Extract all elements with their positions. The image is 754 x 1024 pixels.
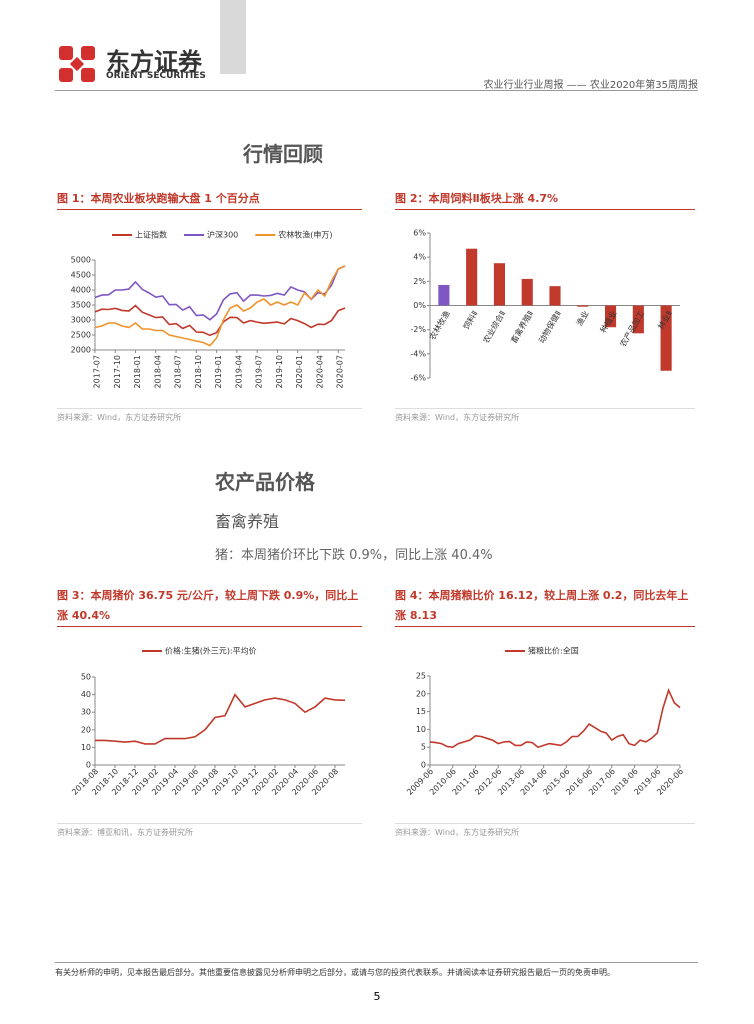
bar bbox=[466, 248, 478, 306]
y-tick-label: -4% bbox=[410, 349, 426, 358]
bar bbox=[577, 305, 589, 307]
x-tick-label: 2019-01 bbox=[214, 355, 223, 388]
y-tick-label: 3000 bbox=[71, 316, 91, 325]
header-rule bbox=[55, 90, 698, 91]
x-tick-label: 2018-04 bbox=[153, 355, 162, 388]
page-number: 5 bbox=[373, 990, 381, 1003]
figure-caption: 图 3：本周猪价 36.75 元/公斤，较上周下跌 0.9%，同比上涨 40.4… bbox=[57, 586, 362, 627]
x-tick-label: 2017-07 bbox=[93, 355, 102, 388]
y-tick-label: 50 bbox=[81, 673, 91, 682]
y-tick-label: 0 bbox=[421, 761, 426, 770]
bar bbox=[438, 284, 450, 306]
legend-label: 猪粮比价:全国 bbox=[528, 646, 579, 656]
paragraph-heading: 猪：本周猪价环比下跌 0.9%，同比上涨 40.4% bbox=[215, 548, 493, 563]
x-tick-label: 渔业 bbox=[574, 309, 591, 328]
bar bbox=[660, 305, 672, 371]
legend-label: 沪深300 bbox=[207, 230, 238, 240]
series-line bbox=[94, 265, 346, 321]
series-line bbox=[429, 687, 681, 749]
x-tick-label: 2018-07 bbox=[174, 355, 183, 388]
bar bbox=[493, 263, 505, 306]
y-tick-label: 20 bbox=[81, 725, 91, 734]
legend-label: 上证指数 bbox=[135, 230, 167, 240]
x-tick-label: 2019-04 bbox=[234, 355, 243, 388]
chart: 05101520252009-062010-062011-062012-0620… bbox=[405, 646, 685, 797]
y-tick-label: 40 bbox=[81, 690, 91, 699]
y-tick-label: 30 bbox=[81, 708, 91, 717]
x-tick-label: 2018-10 bbox=[194, 355, 203, 388]
subsection-title: 畜禽养殖 bbox=[215, 512, 280, 531]
y-tick-label: 25 bbox=[416, 672, 426, 681]
y-tick-label: 10 bbox=[416, 725, 426, 734]
y-tick-label: 4000 bbox=[71, 286, 91, 295]
x-tick-label: 动物保健Ⅱ bbox=[536, 309, 563, 345]
bar bbox=[521, 278, 533, 306]
x-tick-label: 2020-07 bbox=[336, 355, 345, 388]
chart: 2000 2500 3000 3500 4000 4500 5000 2017-07 2017-… bbox=[71, 230, 346, 388]
chart: -6% -4% -2% 0% 2% 4% 6% 农林牧渔 饲料Ⅱ 农业综合Ⅱ 畜禽养殖Ⅱ 动物保健Ⅱ 渔… bbox=[410, 229, 680, 383]
y-tick-label: 4500 bbox=[71, 271, 91, 280]
figure-caption: 图 2：本周饲料Ⅱ板块上涨 4.7% bbox=[395, 189, 695, 210]
y-tick-label: 6% bbox=[413, 229, 426, 238]
figure-source: 资料来源：博亚和讯，东方证券研究所 bbox=[57, 823, 362, 838]
legend-label: 价格:生猪(外三元):平均价 bbox=[165, 646, 257, 656]
logo-en: ORIENT SECURITIES bbox=[106, 71, 206, 81]
y-tick-label: 5 bbox=[421, 743, 426, 752]
figure-caption: 图 4：本周猪粮比价 16.12，较上周上涨 0.2，同比去年上涨 8.13 bbox=[395, 586, 695, 627]
y-tick-label: 15 bbox=[416, 707, 426, 716]
x-tick-label: 2018-01 bbox=[133, 355, 142, 388]
x-tick-label: 畜禽养殖Ⅱ bbox=[508, 309, 535, 345]
y-tick-label: 5000 bbox=[71, 256, 91, 265]
logo-text: 东方证券 bbox=[106, 48, 202, 76]
series-line bbox=[94, 265, 346, 347]
x-tick-label: 2020-04 bbox=[315, 355, 324, 388]
legend-label: 农林牧渔(申万) bbox=[278, 230, 332, 240]
figure-source: 资料来源：Wind，东方证券研究所 bbox=[395, 408, 695, 423]
chart: 010203040502018-082018-102018-122019-022… bbox=[70, 646, 346, 797]
bar bbox=[549, 286, 561, 306]
x-tick-label: 2020-01 bbox=[295, 355, 304, 388]
y-tick-label: 10 bbox=[81, 743, 91, 752]
y-tick-label: 4% bbox=[413, 253, 426, 262]
x-tick-label: 农林牧渔 bbox=[427, 309, 452, 342]
y-tick-label: 3500 bbox=[71, 301, 91, 310]
logo-mark bbox=[59, 46, 95, 82]
y-tick-label: 0 bbox=[86, 761, 91, 770]
x-tick-label: 农业综合Ⅱ bbox=[481, 309, 508, 345]
y-tick-label: 20 bbox=[416, 689, 426, 698]
bar bbox=[632, 305, 644, 334]
x-tick-label: 2019-07 bbox=[255, 355, 264, 388]
y-tick-label: 2% bbox=[413, 277, 426, 286]
section-title: 行情回顾 bbox=[243, 142, 323, 166]
y-tick-label: 0% bbox=[413, 301, 426, 310]
figure-source: 资料来源：Wind，东方证券研究所 bbox=[395, 823, 695, 838]
series-line bbox=[95, 693, 346, 745]
report-name: 农业行业行业周报 —— 农业2020年第35周周报 bbox=[483, 80, 698, 91]
y-tick-label: -6% bbox=[410, 374, 426, 383]
y-tick-label: 2500 bbox=[71, 331, 91, 340]
x-tick-label: 饲料Ⅱ bbox=[461, 309, 480, 331]
section-title: 农产品价格 bbox=[215, 470, 315, 494]
y-tick-label: -2% bbox=[410, 325, 426, 334]
x-tick-label: 2017-10 bbox=[113, 355, 122, 388]
figure-caption: 图 1：本周农业板块跑输大盘 1 个百分点 bbox=[57, 189, 362, 210]
y-tick-label: 2000 bbox=[71, 346, 91, 355]
x-tick-label: 2019-10 bbox=[275, 355, 284, 388]
bar bbox=[605, 305, 617, 328]
disclaimer: 有关分析师的申明，见本报告最后部分。其他重要信息披露见分析师申明之后部分，或请与… bbox=[55, 962, 698, 978]
header-tab bbox=[220, 0, 246, 74]
figure-source: 资料来源：Wind，东方证券研究所 bbox=[57, 408, 362, 423]
